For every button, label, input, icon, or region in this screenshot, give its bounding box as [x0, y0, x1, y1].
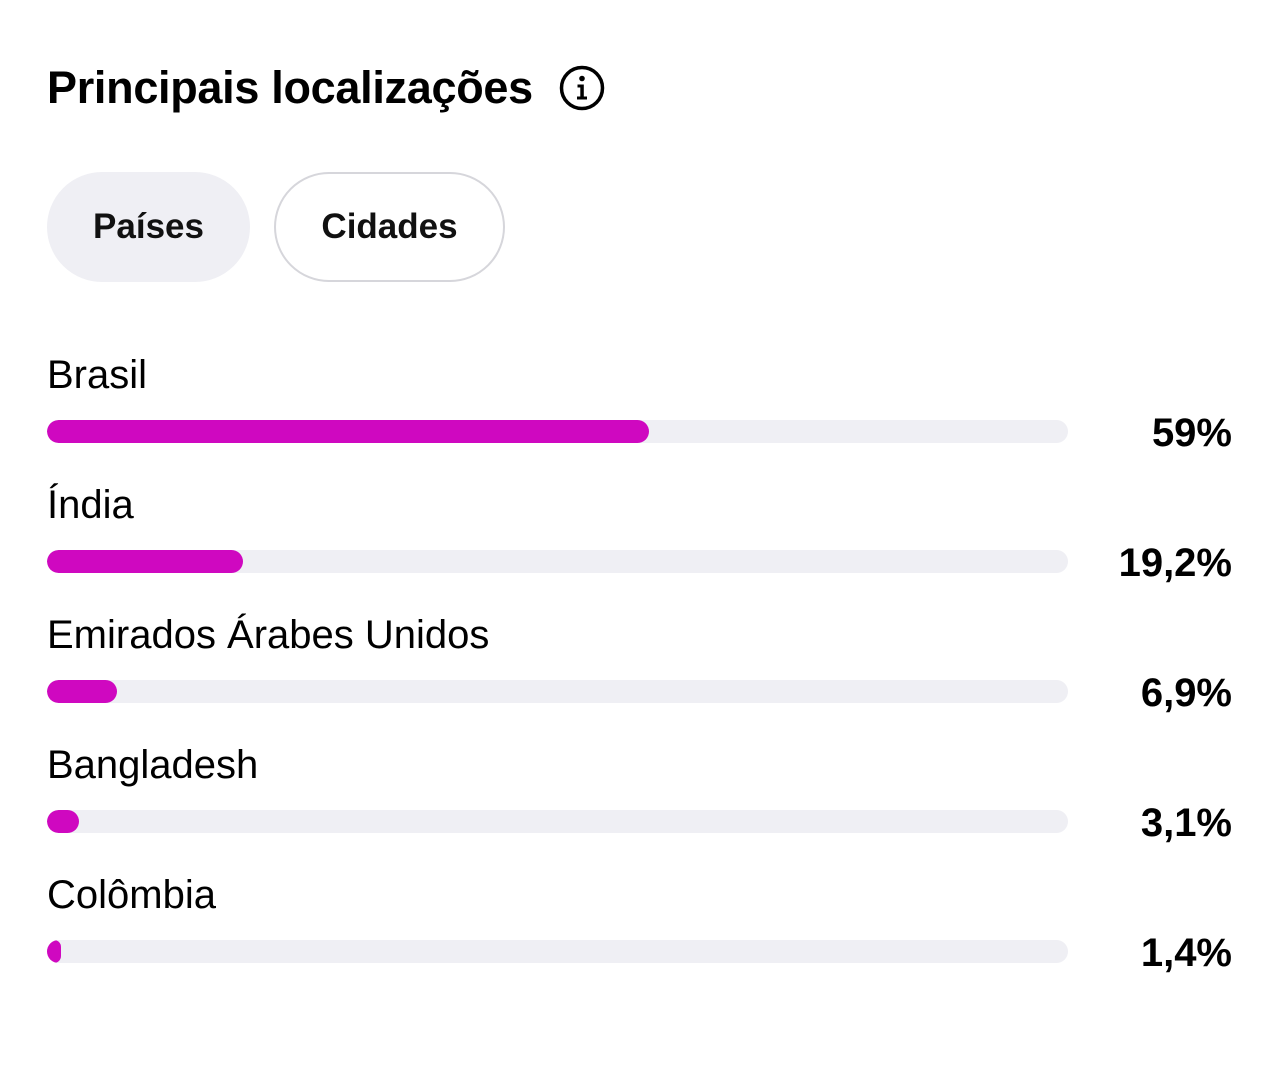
location-row: Bangladesh 3,1%: [47, 735, 1232, 865]
location-percentage: 6,9%: [1140, 671, 1232, 715]
tab-cidades[interactable]: Cidades: [274, 172, 505, 282]
locations-list: Brasil 59% Índia 19,2% Emirados Árabes U…: [47, 345, 1232, 995]
progress-track: [47, 940, 1068, 963]
location-percentage: 19,2%: [1118, 541, 1232, 585]
progress-fill: [47, 680, 118, 703]
progress-fill: [47, 420, 650, 443]
tab-cidades-label: Cidades: [321, 207, 458, 246]
location-type-tabs: Países Cidades: [47, 172, 505, 282]
location-name: Índia: [47, 483, 134, 527]
tab-paises[interactable]: Países: [47, 172, 250, 282]
progress-track: [47, 550, 1068, 573]
section-header: Principais localizações: [47, 58, 605, 118]
location-percentage: 59%: [1151, 411, 1232, 455]
progress-track: [47, 680, 1068, 703]
info-circle-icon[interactable]: [559, 65, 605, 111]
location-name: Brasil: [47, 353, 148, 397]
location-row: Colômbia 1,4%: [47, 865, 1232, 995]
page-title: Principais localizações: [47, 62, 533, 113]
progress-fill: [47, 940, 62, 963]
location-row: Brasil 59%: [47, 345, 1232, 475]
progress-fill: [47, 810, 79, 833]
progress-track: [47, 810, 1068, 833]
location-name: Emirados Árabes Unidos: [47, 613, 490, 657]
progress-track: [47, 420, 1068, 443]
location-row: Emirados Árabes Unidos 6,9%: [47, 605, 1232, 735]
location-name: Bangladesh: [47, 743, 259, 787]
location-percentage: 3,1%: [1140, 801, 1232, 845]
progress-fill: [47, 550, 244, 573]
location-name: Colômbia: [47, 873, 216, 917]
tab-paises-label: Países: [93, 207, 204, 246]
location-row: Índia 19,2%: [47, 475, 1232, 605]
location-percentage: 1,4%: [1140, 931, 1232, 975]
